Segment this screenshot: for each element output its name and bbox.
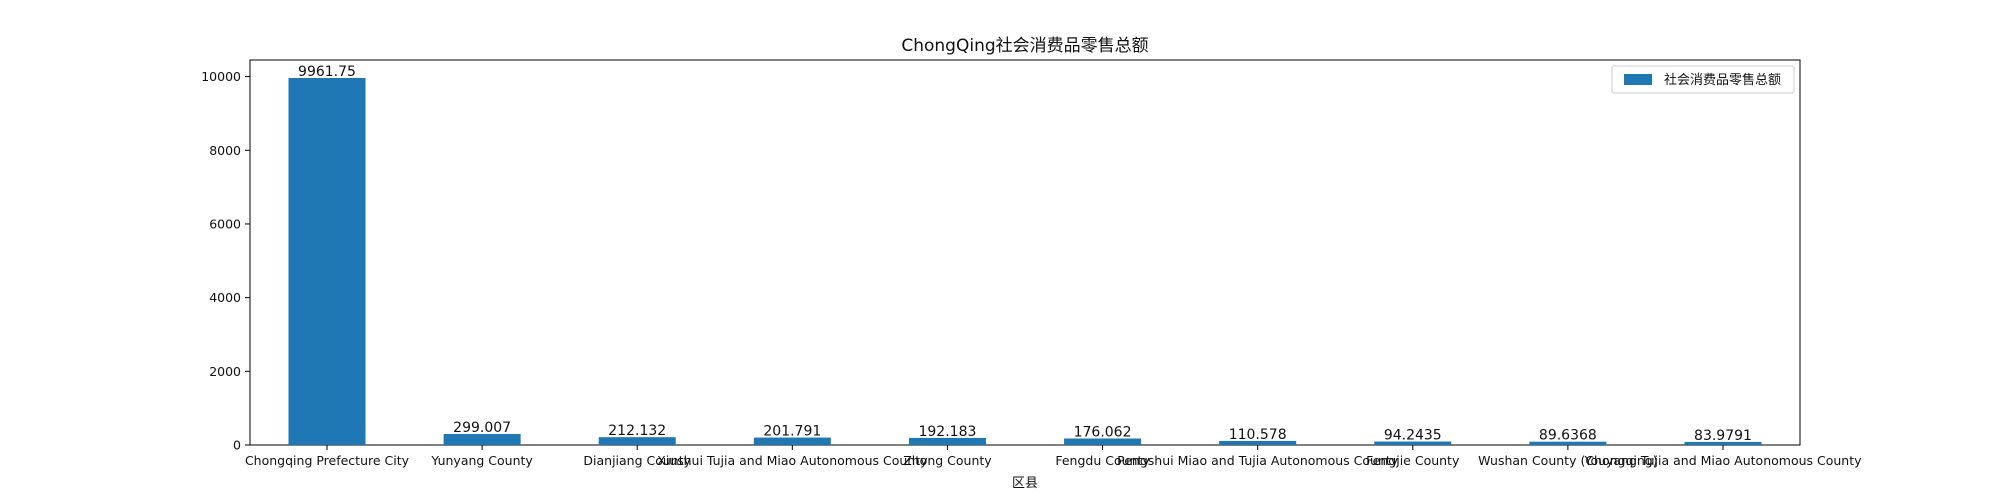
data-label: 94.2435: [1384, 428, 1442, 444]
data-label: 201.791: [763, 424, 821, 440]
bar: [753, 437, 831, 445]
data-label: 9961.75: [298, 64, 356, 80]
data-label: 192.183: [918, 424, 976, 440]
bar: [1219, 440, 1297, 445]
legend: 社会消费品零售总额: [1611, 65, 1795, 94]
y-tick-label: 4000: [209, 290, 241, 305]
x-tick-label: Chongqing Prefecture City: [245, 453, 410, 468]
x-axis: Chongqing Prefecture City Yunyang County D…: [245, 445, 1862, 468]
data-label: 212.132: [608, 423, 666, 439]
x-tick-label: Fengdu County: [1055, 453, 1150, 468]
y-tick-label: 2000: [209, 364, 241, 379]
y-tick-label: 0: [233, 438, 241, 453]
x-tick-label: Dianjiang County: [583, 453, 691, 468]
x-axis-label: 区县: [1012, 476, 1038, 491]
bar: [598, 437, 676, 445]
bar: [1529, 441, 1607, 445]
x-tick-label: Zhong County: [903, 453, 992, 468]
data-label: 89.6368: [1539, 428, 1597, 444]
y-tick-label: 6000: [209, 216, 241, 231]
bar: [1064, 438, 1142, 445]
bar-series: 9961.75 299.007 212.132 201.791 192.183 176.0…: [288, 64, 1762, 445]
data-label: 110.578: [1229, 427, 1287, 443]
data-label: 83.9791: [1694, 428, 1752, 444]
y-tick-label: 10000: [201, 69, 241, 84]
y-axis: 0 2000 4000 6000 8000 10000: [201, 69, 250, 453]
y-tick-label: 8000: [209, 143, 241, 158]
legend-swatch: [1624, 74, 1652, 85]
x-tick-label: Pengshui Miao and Tujia Autonomous Count…: [1117, 453, 1399, 468]
legend-label: 社会消费品零售总额: [1664, 72, 1781, 88]
chart-title: ChongQing社会消费品零售总额: [901, 36, 1148, 56]
x-tick-label: Youyang Tujia and Miao Autonomous County: [1583, 453, 1862, 468]
x-tick-label: Fengjie County: [1366, 453, 1460, 468]
plot-frame: [249, 59, 1801, 446]
bar: [288, 77, 366, 445]
legend-frame: [1611, 65, 1795, 94]
x-tick-label: Yunyang County: [430, 453, 533, 468]
data-label: 299.007: [453, 420, 511, 436]
bar: [1684, 441, 1762, 445]
x-tick-label: Wushan County (Chongqing): [1478, 453, 1658, 468]
bar: [443, 433, 521, 445]
bar: [1374, 441, 1452, 445]
x-tick-label: Xiushui Tujia and Miao Autonomous County: [657, 453, 928, 468]
data-label: 176.062: [1074, 425, 1132, 441]
bar: [908, 437, 986, 445]
